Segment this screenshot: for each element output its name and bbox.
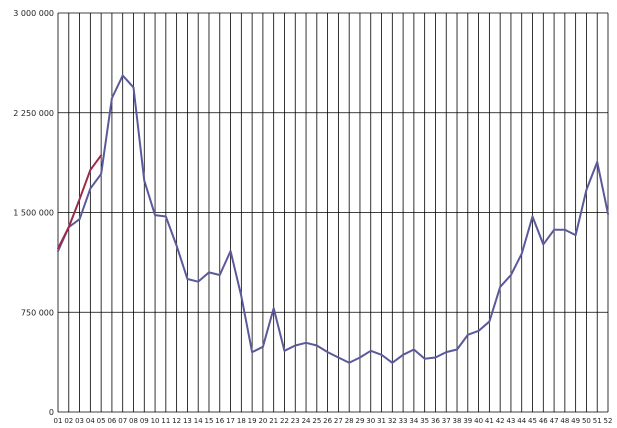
grid (57, 12, 609, 413)
x-tick-label: 42 (496, 417, 505, 425)
y-tick-label: 750 000 (21, 308, 54, 317)
x-tick-label: 41 (485, 417, 494, 425)
x-tick-label: 43 (506, 417, 515, 425)
x-tick-label: 22 (280, 417, 289, 425)
x-tick-label: 47 (550, 417, 559, 425)
x-tick-label: 14 (194, 417, 203, 425)
x-tick-label: 48 (560, 417, 569, 425)
x-tick-label: 18 (237, 417, 246, 425)
series-lines (57, 74, 609, 364)
x-tick-label: 01 (54, 417, 63, 425)
x-tick-label: 37 (442, 417, 451, 425)
y-tick-label: 1 500 000 (13, 209, 54, 218)
x-tick-label: 46 (539, 417, 548, 425)
x-tick-label: 33 (399, 417, 408, 425)
x-tick-label: 51 (593, 417, 602, 425)
x-tick-label: 02 (64, 417, 73, 425)
x-tick-label: 13 (183, 417, 192, 425)
y-tick-label: 3 000 000 (13, 9, 54, 18)
x-tick-label: 38 (453, 417, 462, 425)
x-tick-label: 20 (258, 417, 267, 425)
x-tick-label: 11 (161, 417, 170, 425)
x-tick-label: 50 (582, 417, 591, 425)
x-tick-label: 12 (172, 417, 181, 425)
x-tick-label: 25 (312, 417, 321, 425)
x-tick-label: 28 (345, 417, 354, 425)
x-tick-label: 16 (215, 417, 224, 425)
x-tick-label: 24 (302, 417, 311, 425)
x-tick-label: 05 (97, 417, 106, 425)
x-tick-label: 15 (205, 417, 214, 425)
x-tick-label: 32 (388, 417, 397, 425)
x-tick-label: 19 (248, 417, 257, 425)
x-tick-label: 03 (75, 417, 84, 425)
x-tick-label: 10 (151, 417, 160, 425)
x-tick-label: 04 (86, 417, 95, 425)
x-tick-label: 07 (118, 417, 127, 425)
x-tick-label: 17 (226, 417, 235, 425)
x-axis-tick-labels: 01 02 03 04 05 06 07 08 09 10 11 12 13 14 15 16 17 18 19 20… (54, 417, 613, 425)
x-tick-label: 30 (366, 417, 375, 425)
x-tick-label: 52 (604, 417, 613, 425)
x-tick-label: 21 (269, 417, 278, 425)
x-tick-label: 35 (420, 417, 429, 425)
x-tick-label: 39 (463, 417, 472, 425)
x-tick-label: 26 (323, 417, 332, 425)
x-tick-label: 40 (474, 417, 483, 425)
x-tick-label: 29 (355, 417, 364, 425)
x-tick-label: 27 (334, 417, 343, 425)
y-tick-label: 2 250 000 (13, 109, 54, 118)
x-tick-label: 23 (291, 417, 300, 425)
x-tick-label: 31 (377, 417, 386, 425)
x-tick-label: 45 (528, 417, 537, 425)
y-axis-tick-labels: 0 750 000 1 500 000 2 250 000 3 000 000 (13, 9, 54, 417)
x-tick-label: 09 (140, 417, 149, 425)
x-tick-label: 36 (431, 417, 440, 425)
y-tick-label: 0 (49, 408, 54, 417)
series-line-1 (57, 74, 609, 364)
x-tick-label: 44 (517, 417, 526, 425)
x-tick-label: 49 (571, 417, 580, 425)
series-line-2 (57, 154, 103, 250)
x-tick-label: 34 (409, 417, 418, 425)
x-tick-label: 08 (129, 417, 138, 425)
x-tick-label: 06 (107, 417, 116, 425)
